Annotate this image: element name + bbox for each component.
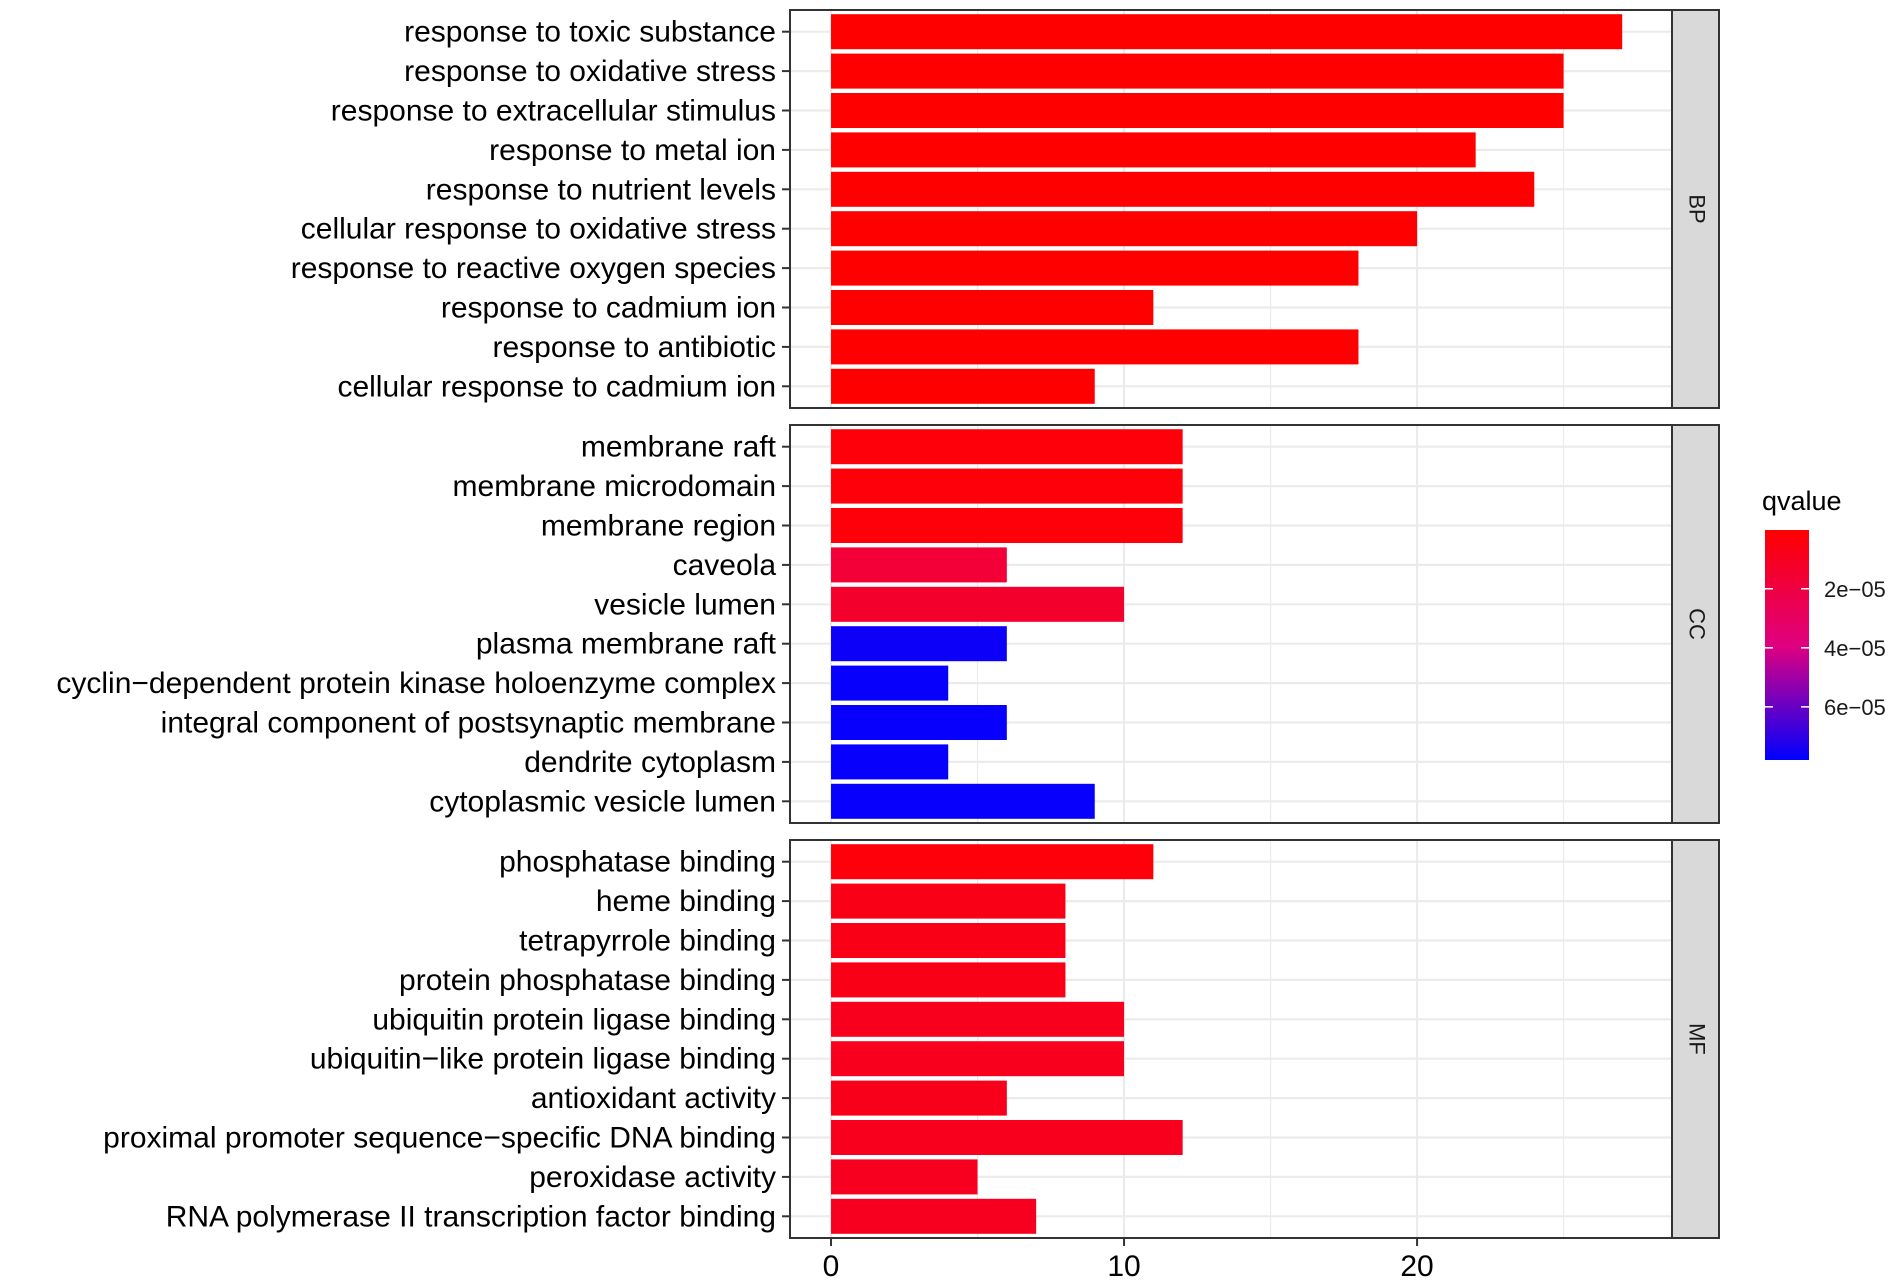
category-label: dendrite cytoplasm	[524, 746, 776, 779]
bar	[831, 429, 1183, 465]
category-label: proximal promoter sequence−specific DNA …	[103, 1122, 776, 1155]
bar	[831, 93, 1564, 128]
bar	[831, 547, 1007, 583]
bar	[831, 211, 1418, 247]
bar	[831, 329, 1359, 365]
category-label: membrane raft	[581, 431, 777, 464]
bar	[831, 468, 1183, 504]
legend-tick-label: 6e−05	[1824, 695, 1886, 720]
category-label: ubiquitin−like protein ligase binding	[310, 1043, 776, 1076]
facet-strip-label: MF	[1685, 1023, 1710, 1055]
bar	[831, 1080, 1007, 1116]
bar	[831, 290, 1154, 325]
x-tick-label: 10	[1107, 1250, 1140, 1283]
category-label: tetrapyrrole binding	[519, 925, 776, 958]
category-label: heme binding	[596, 885, 776, 918]
x-tick-label: 0	[823, 1250, 840, 1283]
bar	[831, 665, 949, 701]
category-label: membrane region	[541, 510, 776, 543]
panel-bp: response to toxic substance response to o…	[291, 9, 1720, 409]
bar	[831, 962, 1066, 998]
category-label: phosphatase binding	[499, 846, 776, 879]
legend-tick-label: 2e−05	[1824, 577, 1886, 602]
category-label: RNA polymerase II transcription factor b…	[166, 1200, 776, 1233]
bar	[831, 705, 1007, 740]
category-label: ubiquitin protein ligase binding	[372, 1003, 776, 1036]
facet-strip	[1671, 839, 1720, 1239]
x-axis: 0 10 20	[823, 1238, 1434, 1283]
bar	[831, 53, 1564, 89]
legend-title: qvalue	[1762, 486, 1842, 516]
legend-colorbar	[1765, 530, 1809, 760]
x-tick-label: 20	[1400, 1250, 1433, 1283]
bar	[831, 844, 1154, 880]
category-label: response to cadmium ion	[441, 292, 776, 325]
bar	[831, 586, 1125, 622]
bar	[831, 744, 949, 780]
bar	[831, 250, 1359, 286]
bar	[831, 14, 1623, 50]
category-label: membrane microdomain	[453, 470, 776, 503]
facet-panels: response to toxic substance response to o…	[56, 9, 1720, 1239]
bar	[831, 368, 1095, 404]
qvalue-legend: qvalue 2e−05 4e−05 6e−05	[1762, 486, 1886, 760]
panel-mf: phosphatase binding heme binding tetrapyrr…	[103, 839, 1720, 1239]
category-label: cyclin−dependent protein kinase holoenzy…	[56, 667, 776, 700]
bar	[831, 1198, 1037, 1234]
bar	[831, 1001, 1125, 1037]
category-label: response to metal ion	[489, 134, 776, 167]
panel-cc: membrane raft membrane microdomain membran…	[56, 424, 1720, 824]
category-label: cellular response to cadmium ion	[337, 370, 776, 403]
category-label: response to reactive oxygen species	[291, 252, 776, 285]
bar	[831, 1041, 1125, 1077]
category-label: protein phosphatase binding	[399, 964, 776, 997]
category-label: plasma membrane raft	[476, 628, 777, 661]
category-label: cellular response to oxidative stress	[301, 213, 776, 246]
bar	[831, 1120, 1183, 1155]
category-label: response to antibiotic	[492, 331, 776, 364]
category-label: cytoplasmic vesicle lumen	[429, 785, 776, 818]
bar	[831, 923, 1066, 958]
category-label: response to toxic substance	[404, 16, 776, 49]
category-label: caveola	[673, 549, 777, 582]
bar	[831, 783, 1095, 819]
category-label: response to oxidative stress	[404, 55, 776, 88]
facet-strip	[1671, 9, 1720, 409]
category-label: response to extracellular stimulus	[331, 95, 776, 128]
bar	[831, 508, 1183, 543]
bar	[831, 171, 1535, 207]
bar	[831, 132, 1476, 168]
category-label: integral component of postsynaptic membr…	[161, 707, 776, 740]
category-label: peroxidase activity	[529, 1161, 776, 1194]
bar	[831, 626, 1007, 662]
bar	[831, 883, 1066, 919]
category-label: vesicle lumen	[594, 588, 776, 621]
category-label: response to nutrient levels	[426, 173, 776, 206]
facet-strip	[1671, 424, 1720, 824]
facet-strip-label: BP	[1685, 194, 1710, 223]
facet-strip-label: CC	[1685, 608, 1710, 640]
bar	[831, 1159, 978, 1195]
category-label: antioxidant activity	[531, 1082, 776, 1115]
legend-tick-label: 4e−05	[1824, 636, 1886, 661]
